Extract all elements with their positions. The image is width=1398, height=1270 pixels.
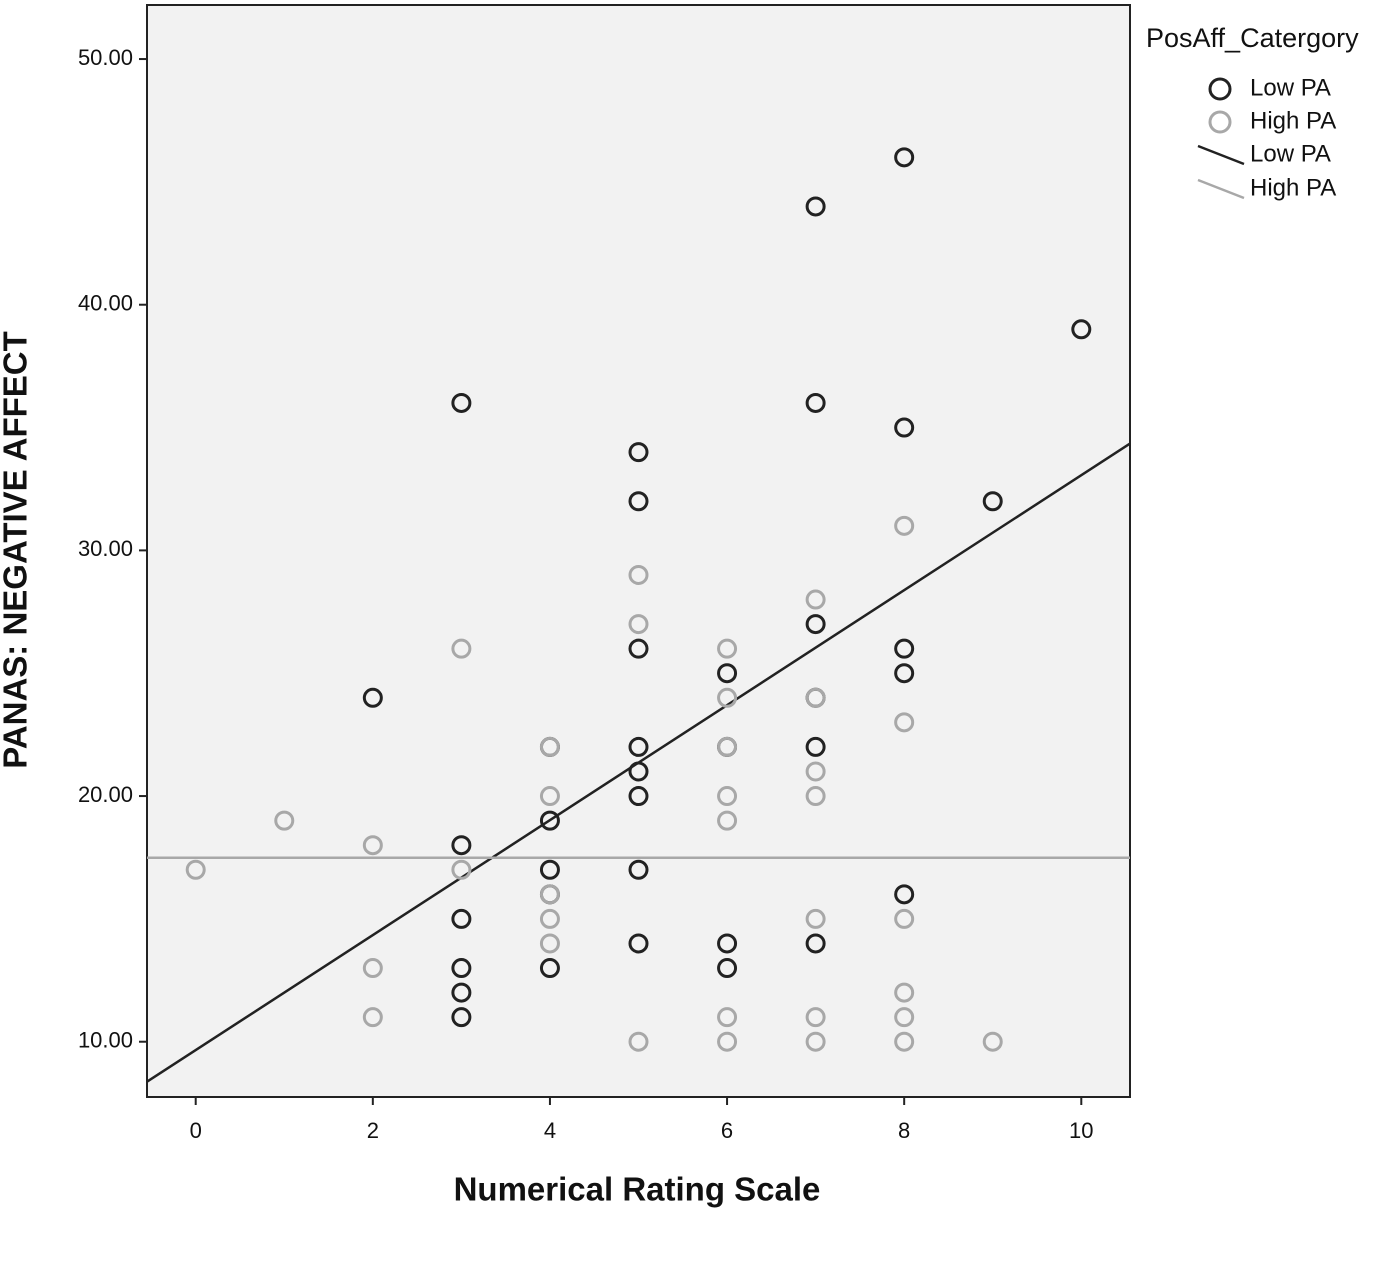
point (805, 687, 826, 708)
point (894, 1031, 915, 1052)
point (717, 786, 738, 807)
point (628, 736, 649, 757)
point (894, 908, 915, 929)
point (628, 564, 649, 585)
point (717, 810, 738, 831)
point (628, 442, 649, 463)
point (185, 859, 206, 880)
point (805, 908, 826, 929)
legend-line (1197, 144, 1245, 166)
point (1071, 319, 1092, 340)
point (628, 859, 649, 880)
point (805, 786, 826, 807)
point (805, 392, 826, 413)
legend-label: Low PA (1250, 140, 1331, 167)
y-tick-label: 50.00 (78, 45, 133, 70)
point (451, 859, 472, 880)
point (362, 835, 383, 856)
point (451, 958, 472, 979)
point (451, 982, 472, 1003)
point (982, 1031, 1003, 1052)
point (805, 1031, 826, 1052)
point (894, 712, 915, 733)
x-tick-label: 10 (1069, 1118, 1093, 1143)
point (539, 958, 560, 979)
point (539, 884, 560, 905)
y-tick-label: 20.00 (78, 782, 133, 807)
point (451, 835, 472, 856)
point (717, 933, 738, 954)
point (717, 736, 738, 757)
legend-label: High PA (1250, 107, 1336, 134)
y-tick-label: 40.00 (78, 291, 133, 316)
point (894, 982, 915, 1003)
y-axis-label: PANAS: NEGATIVE AFFECT (0, 331, 34, 769)
point (539, 810, 560, 831)
point (451, 1007, 472, 1028)
point (628, 491, 649, 512)
point (894, 417, 915, 438)
point (805, 589, 826, 610)
x-tick-label: 6 (721, 1118, 733, 1143)
point (628, 614, 649, 635)
point (717, 687, 738, 708)
point (894, 884, 915, 905)
legend-title: PosAff_Catergory (1146, 23, 1359, 53)
point (805, 1007, 826, 1028)
y-tick-label: 10.00 (78, 1028, 133, 1053)
point (894, 638, 915, 659)
x-tick-label: 4 (544, 1118, 556, 1143)
legend-marker (1208, 110, 1232, 134)
point (451, 638, 472, 659)
point (539, 736, 560, 757)
legend-line (1197, 178, 1245, 200)
point (539, 908, 560, 929)
legend-marker (1208, 77, 1232, 101)
point (628, 638, 649, 659)
point (539, 786, 560, 807)
point (805, 196, 826, 217)
x-tick-label: 0 (190, 1118, 202, 1143)
legend-label: Low PA (1250, 74, 1331, 101)
point (628, 933, 649, 954)
point (805, 614, 826, 635)
point (628, 786, 649, 807)
point (717, 1031, 738, 1052)
point (539, 933, 560, 954)
point (451, 392, 472, 413)
point (894, 663, 915, 684)
legend-label: High PA (1250, 174, 1336, 201)
point (362, 958, 383, 979)
point (717, 638, 738, 659)
point (894, 515, 915, 536)
point (717, 1007, 738, 1028)
point (628, 1031, 649, 1052)
point (717, 958, 738, 979)
point (982, 491, 1003, 512)
point (539, 859, 560, 880)
x-tick-label: 2 (367, 1118, 379, 1143)
point (805, 761, 826, 782)
point (362, 687, 383, 708)
x-tick-label: 8 (898, 1118, 910, 1143)
point (717, 663, 738, 684)
point (894, 1007, 915, 1028)
point (274, 810, 295, 831)
point (805, 736, 826, 757)
point (451, 908, 472, 929)
point (894, 147, 915, 168)
point (628, 761, 649, 782)
x-axis-label: Numerical Rating Scale (454, 1171, 821, 1208)
point (362, 1007, 383, 1028)
plot-area (146, 4, 1131, 1098)
y-tick-label: 30.00 (78, 536, 133, 561)
point (805, 933, 826, 954)
